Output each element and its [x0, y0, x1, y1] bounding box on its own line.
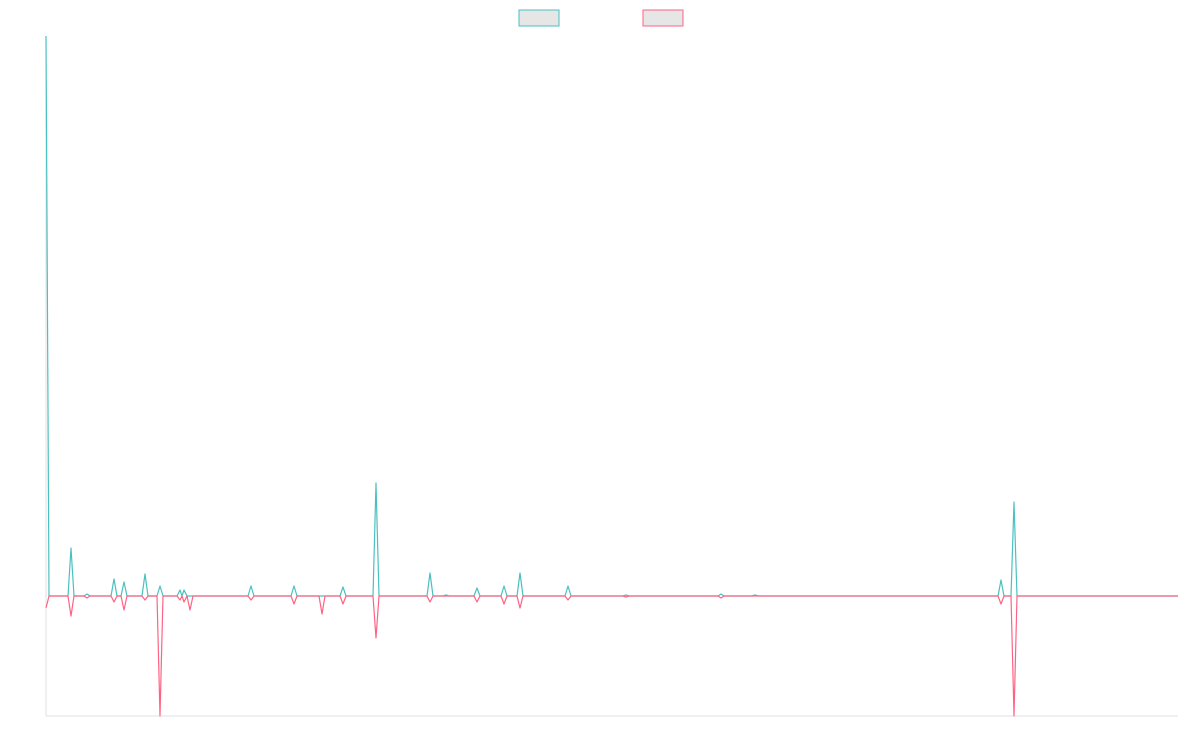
legend-swatch [518, 9, 560, 27]
legend-swatch [642, 9, 684, 27]
series-line [45, 595, 1178, 717]
series-line [45, 35, 1178, 597]
